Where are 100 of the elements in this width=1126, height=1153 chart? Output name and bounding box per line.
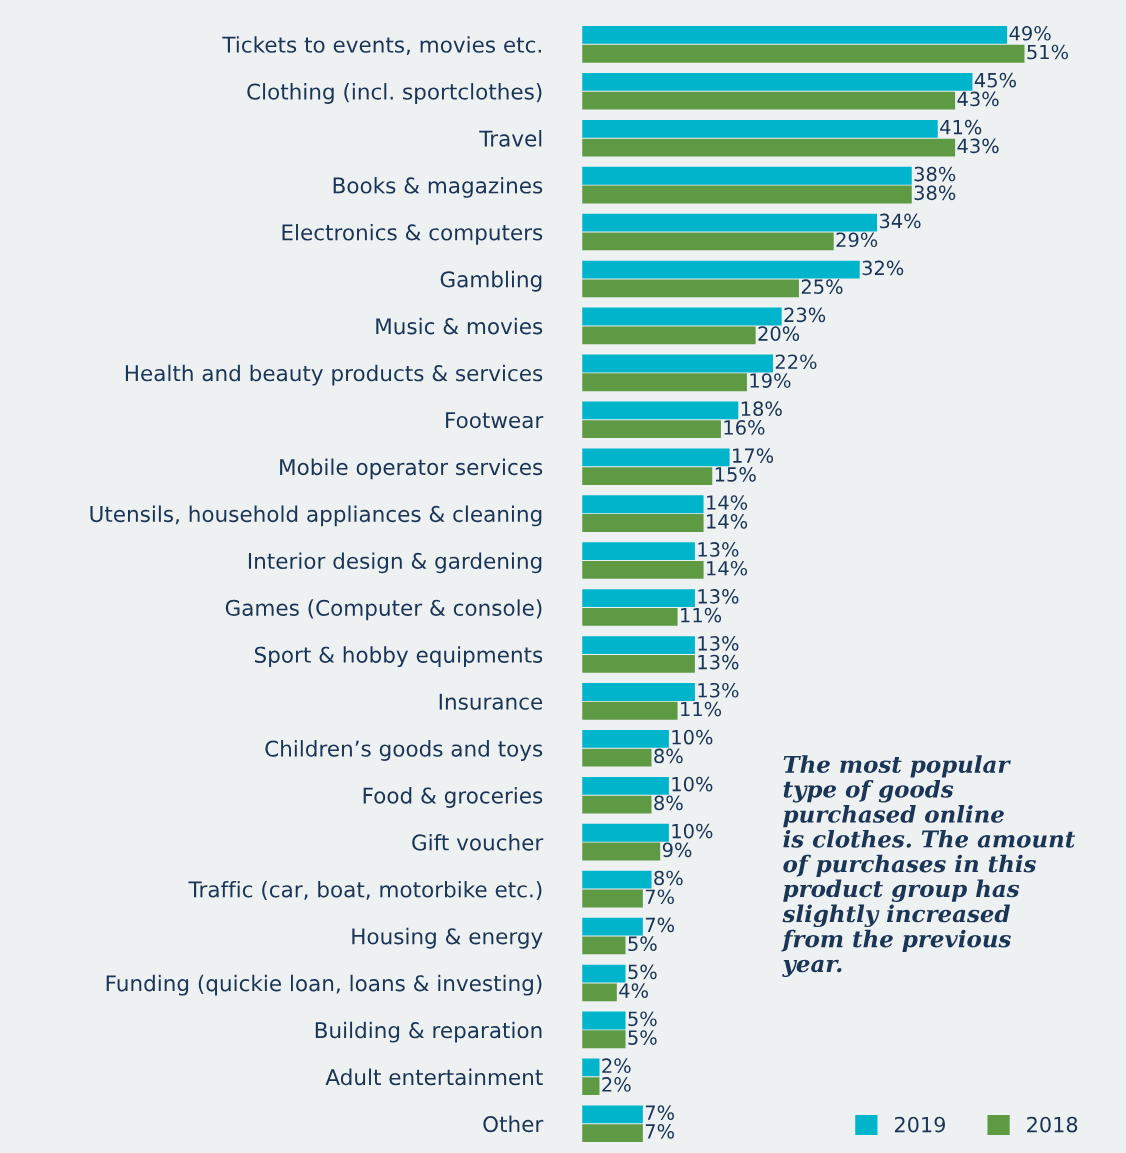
y-tick-label: Interior design & gardening — [248, 552, 542, 574]
data-label: 14% — [707, 513, 748, 529]
y-tick-label: Tickets to events, movies etc. — [222, 36, 541, 56]
y-tick-label: Other — [483, 1115, 544, 1133]
bar — [582, 279, 799, 298]
bar — [582, 636, 695, 654]
bar — [582, 91, 956, 110]
bar — [582, 354, 773, 373]
bar — [582, 683, 695, 701]
bar — [582, 654, 695, 673]
bar — [582, 448, 730, 467]
data-label: 11% — [681, 701, 722, 717]
bar — [582, 701, 678, 720]
data-label: 2% — [602, 1077, 631, 1092]
data-label: 22% — [775, 354, 817, 370]
data-label: 10% — [672, 776, 713, 792]
bar — [582, 420, 721, 439]
bar — [582, 307, 782, 326]
data-label: 13% — [698, 542, 739, 557]
data-label: 18% — [741, 401, 782, 417]
bar — [582, 1011, 626, 1030]
data-label: 20% — [758, 326, 800, 341]
bar — [582, 260, 860, 279]
data-label: 10% — [672, 729, 713, 745]
data-label: 8% — [654, 870, 683, 886]
bar — [582, 795, 652, 814]
y-tick-label: Electronics & computers — [282, 223, 543, 245]
bar — [582, 1030, 626, 1049]
data-label: 14% — [707, 560, 748, 576]
data-label: 13% — [698, 654, 739, 670]
data-label: 38% — [914, 185, 956, 201]
bar — [582, 514, 704, 532]
data-label: 13% — [698, 682, 739, 698]
data-label: 29% — [836, 232, 878, 248]
y-tick-label: Insurance — [439, 693, 543, 710]
data-label: 5% — [628, 964, 657, 980]
bar — [582, 26, 1008, 44]
bar — [582, 495, 704, 514]
data-label: 9% — [662, 842, 692, 858]
y-tick-label: Food & groceries — [363, 787, 543, 808]
y-tick-label: Footwear — [446, 412, 544, 429]
y-tick-label: Sport & hobby equipments — [254, 646, 543, 668]
y-tick-label: Games (Computer & console) — [225, 599, 542, 621]
y-tick-label: Music & movies — [376, 317, 543, 335]
bar — [582, 373, 747, 392]
y-tick-label: Clothing (incl. sportclothes) — [247, 83, 542, 104]
data-label: 7% — [645, 889, 675, 905]
data-label: 7% — [645, 917, 675, 933]
bar — [582, 729, 669, 748]
bar — [582, 983, 617, 1002]
data-label: 15% — [715, 467, 756, 482]
data-label: 32% — [862, 260, 904, 276]
data-label: 13% — [698, 589, 739, 604]
data-label: 25% — [801, 279, 843, 295]
data-label: 7% — [645, 1105, 675, 1120]
bar — [582, 232, 834, 251]
data-label: 16% — [724, 420, 765, 435]
y-tick-label: Travel — [479, 130, 542, 147]
y-tick-label: Books & magazines — [333, 176, 543, 198]
bar — [582, 917, 643, 936]
data-label: 49% — [1009, 25, 1051, 41]
bar — [582, 776, 669, 795]
data-label: 38% — [914, 166, 956, 182]
bar — [582, 72, 973, 91]
data-label: 5% — [628, 1030, 657, 1045]
data-label: 41% — [940, 119, 982, 135]
data-label: 2% — [602, 1058, 631, 1074]
y-tick-label: Utensils, household appliances & cleaning — [90, 505, 542, 527]
data-label: 5% — [628, 936, 657, 952]
bar — [582, 889, 643, 908]
bar — [582, 561, 704, 579]
bar — [582, 936, 626, 955]
bar — [582, 44, 1025, 63]
text: The most popular type of goods purchased online is clothes. The amount of purchases in this product group has slightly increased from the previous year. — [781, 755, 1076, 978]
bar — [582, 1105, 643, 1124]
bar — [582, 823, 669, 842]
data-label: 7% — [645, 1124, 675, 1139]
y-tick-label: Adult entertainment — [325, 1068, 543, 1086]
data-label: 17% — [733, 448, 774, 463]
y-tick-label: Health and beauty products & services — [125, 364, 543, 386]
bar — [582, 401, 739, 420]
data-label: 13% — [698, 635, 739, 651]
data-label: 5% — [628, 1011, 657, 1027]
bar — [582, 542, 695, 561]
data-label: 43% — [957, 138, 999, 154]
bar — [582, 964, 626, 983]
data-label: 19% — [750, 373, 791, 388]
y-tick-label: Gambling — [440, 270, 542, 292]
bar — [582, 467, 713, 486]
bar — [582, 166, 912, 185]
data-label: 34% — [879, 213, 921, 229]
bar — [582, 138, 956, 157]
data-label: 8% — [654, 795, 683, 811]
legend-label: 2019 — [894, 1116, 945, 1133]
data-label: 11% — [681, 607, 722, 623]
data-label: 4% — [619, 983, 648, 998]
y-tick-label: Children’s goods and toys — [265, 740, 543, 761]
bar — [582, 607, 678, 626]
data-label: 23% — [784, 307, 826, 323]
bar — [582, 1077, 600, 1096]
